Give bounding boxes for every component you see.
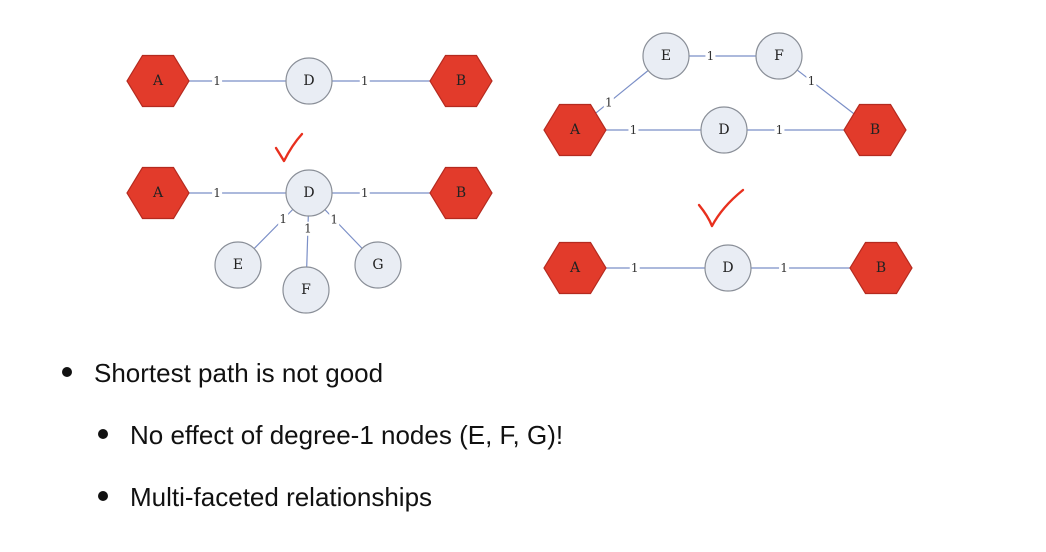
node-label: A <box>152 73 164 89</box>
edge-weight-bg <box>629 261 640 275</box>
node-label: B <box>456 73 466 89</box>
bullet-sub-1-text: No effect of degree-1 nodes (E, F, G)! <box>130 420 564 450</box>
node-g2-G: G <box>354 241 402 289</box>
bullet-dot <box>98 429 108 440</box>
edge-g3-F-g3-B <box>796 69 855 115</box>
edge-weight-label: 1 <box>776 123 784 137</box>
edge-weight-bg <box>302 221 313 236</box>
node-hexagon <box>543 241 607 295</box>
edge-weight-bg <box>774 123 785 137</box>
node-circle <box>704 244 752 292</box>
node-g2-B: B <box>429 166 493 220</box>
node-hexagon <box>429 166 493 220</box>
edge-weight-label: 1 <box>279 212 287 226</box>
edge-weight-label: 1 <box>361 74 369 88</box>
bullet-dot <box>98 491 108 502</box>
edge-weight-label: 1 <box>631 261 639 275</box>
node-label: D <box>718 122 729 138</box>
node-g2-D: D <box>285 169 333 217</box>
node-g4-D: D <box>704 244 752 292</box>
node-label: E <box>661 48 671 64</box>
edge-weight-label: 1 <box>808 74 816 88</box>
node-g2-A: A <box>126 166 190 220</box>
edge-weight-bg <box>278 212 289 227</box>
bullet-sub-2-text: Multi-faceted relationships <box>130 482 433 512</box>
edge-weight-bg <box>212 186 223 200</box>
bullet-sub-2: Multi-faceted relationships <box>98 482 432 513</box>
edge-weight-label: 1 <box>304 222 312 236</box>
node-hexagon <box>843 103 907 157</box>
edge-weight-label: 1 <box>630 123 638 137</box>
edge-g3-A-g3-E <box>595 70 649 114</box>
edge-weight-bg <box>359 74 370 88</box>
node-label: D <box>722 260 733 276</box>
node-label: A <box>152 185 164 201</box>
node-label: B <box>870 122 880 138</box>
edge-weight-label: 1 <box>780 261 788 275</box>
node-g3-B: B <box>843 103 907 157</box>
edge-weight-bg <box>628 123 639 137</box>
check-mark-left <box>274 132 304 163</box>
bullet-main: Shortest path is not good <box>62 358 383 389</box>
edge-weight-bg <box>603 95 614 110</box>
edge-weight-label: 1 <box>330 212 338 226</box>
node-g3-F: F <box>755 32 803 80</box>
node-hexagon <box>429 54 493 108</box>
node-g2-F: F <box>282 266 330 314</box>
edge-weight-label: 1 <box>707 49 715 63</box>
node-label: G <box>372 257 383 273</box>
node-g3-A: A <box>543 103 607 157</box>
edge-weight-label: 1 <box>213 74 221 88</box>
node-circle <box>642 32 690 80</box>
node-hexagon <box>543 103 607 157</box>
edge-weight-bg <box>779 261 790 275</box>
node-label: B <box>876 260 886 276</box>
node-g1-D: D <box>285 57 333 105</box>
node-g3-E: E <box>642 32 690 80</box>
node-circle <box>285 169 333 217</box>
bullet-dot <box>62 367 72 378</box>
node-circle <box>354 241 402 289</box>
node-circle <box>755 32 803 80</box>
bullet-sub-1: No effect of degree-1 nodes (E, F, G)! <box>98 420 563 451</box>
edge-weight-bg <box>705 49 716 63</box>
node-hexagon <box>849 241 913 295</box>
node-g2-E: E <box>214 241 262 289</box>
check-mark-right <box>697 188 745 228</box>
edge-weight-label: 1 <box>605 96 613 110</box>
edge-weight-bg <box>806 73 817 88</box>
node-g1-A: A <box>126 54 190 108</box>
node-g3-D: D <box>700 106 748 154</box>
node-hexagon <box>126 166 190 220</box>
node-circle <box>214 241 262 289</box>
node-label: F <box>301 282 311 298</box>
edge-weight-label: 1 <box>361 186 369 200</box>
bullet-main-text: Shortest path is not good <box>94 358 384 388</box>
edge-weight-bg <box>212 74 223 88</box>
node-label: A <box>569 122 581 138</box>
node-g4-B: B <box>849 241 913 295</box>
node-label: B <box>456 185 466 201</box>
node-label: F <box>774 48 784 64</box>
graph-diagrams: 1 1 1 1 1 1 1 1 1 1 1 1 1 1 A D B A D B E F G E F A D B A D B <box>126 32 913 314</box>
node-g4-A: A <box>543 241 607 295</box>
node-circle <box>700 106 748 154</box>
node-label: A <box>569 260 581 276</box>
edge-weight-label: 1 <box>213 186 221 200</box>
node-circle <box>282 266 330 314</box>
node-g1-B: B <box>429 54 493 108</box>
edge-weight-bg <box>329 212 340 227</box>
edge-weight-bg <box>359 186 370 200</box>
node-hexagon <box>126 54 190 108</box>
node-label: D <box>303 73 314 89</box>
node-circle <box>285 57 333 105</box>
node-label: E <box>233 257 243 273</box>
node-label: D <box>303 185 314 201</box>
